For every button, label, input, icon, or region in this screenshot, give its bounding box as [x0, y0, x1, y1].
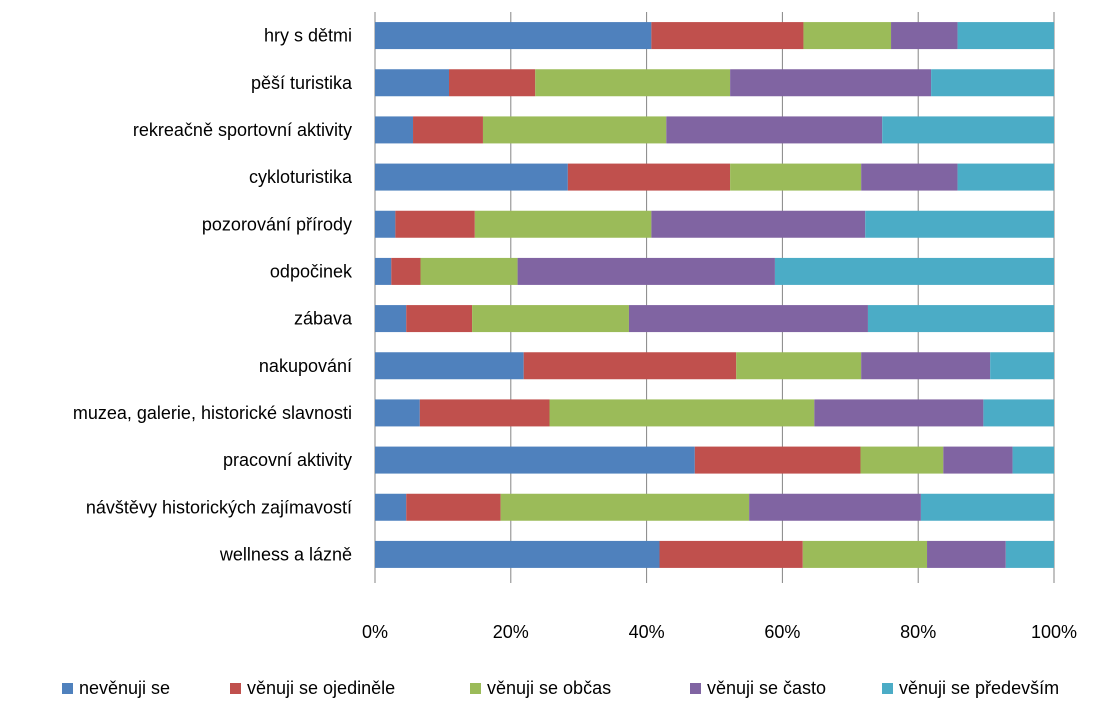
- bar-segment: [861, 163, 958, 191]
- bar-segment: [406, 493, 501, 521]
- bar-segment: [395, 210, 475, 238]
- bar-segment: [814, 399, 984, 427]
- bar-segment: [375, 22, 652, 50]
- bar-segment: [694, 446, 861, 474]
- bar-segment: [861, 352, 991, 380]
- legend-label: věnuji se občas: [487, 678, 611, 698]
- bar-segment: [482, 116, 667, 144]
- bar-segment: [927, 540, 1006, 568]
- bar-segment: [472, 305, 629, 333]
- bar-segment: [802, 540, 928, 568]
- x-tick-label: 80%: [900, 622, 936, 642]
- bar-segment: [375, 305, 407, 333]
- bar-segment: [774, 257, 1054, 285]
- bar-segment: [567, 163, 731, 191]
- bar-segment: [375, 540, 660, 568]
- x-tick-label: 100%: [1031, 622, 1077, 642]
- category-label: wellness a lázně: [219, 544, 352, 564]
- legend-label: nevěnuji se: [79, 678, 170, 698]
- category-label: nakupování: [259, 356, 352, 376]
- legend-swatch: [470, 683, 481, 694]
- bar-segment: [549, 399, 815, 427]
- category-label: zábava: [294, 309, 353, 329]
- x-axis-tick-labels: 0% 20% 40% 60% 80% 100%: [362, 622, 1077, 642]
- category-label: pozorování přírody: [202, 214, 352, 234]
- bar-segment: [420, 257, 518, 285]
- bar-segment: [523, 352, 737, 380]
- bar-segment: [406, 305, 473, 333]
- bar-segment: [803, 22, 892, 50]
- x-tick-label: 0%: [362, 622, 388, 642]
- legend-label: věnuji se ojediněle: [247, 678, 395, 698]
- x-tick-label: 20%: [493, 622, 529, 642]
- bar-segment: [375, 446, 695, 474]
- bar-segment: [736, 352, 862, 380]
- bar-segment: [474, 210, 652, 238]
- gridlines: [374, 12, 1055, 583]
- bar-segment: [1005, 540, 1054, 568]
- bar-segment: [867, 305, 1054, 333]
- bar-segment: [931, 69, 1054, 97]
- bar-segment: [651, 210, 866, 238]
- bar-segment: [957, 22, 1054, 50]
- legend-swatch: [230, 683, 241, 694]
- legend: nevěnuji se věnuji se ojediněle věnuji se …: [62, 678, 1059, 698]
- x-tick-label: 40%: [629, 622, 665, 642]
- bar-segment: [891, 22, 958, 50]
- legend-swatch: [62, 683, 73, 694]
- bar-segment: [375, 493, 407, 521]
- bar-segment: [651, 22, 804, 50]
- bar-segment: [659, 540, 803, 568]
- bar-segment: [419, 399, 550, 427]
- bar-segment: [957, 163, 1054, 191]
- bar-segment: [375, 163, 568, 191]
- bar-segment: [990, 352, 1054, 380]
- x-tick-label: 60%: [764, 622, 800, 642]
- category-label: muzea, galerie, historické slavnosti: [73, 403, 352, 423]
- category-label: rekreačně sportovní aktivity: [133, 120, 352, 140]
- legend-label: věnuji se často: [707, 678, 826, 698]
- legend-swatch: [882, 683, 893, 694]
- bar-segment: [943, 446, 1013, 474]
- bar-segment: [535, 69, 731, 97]
- bar-segment: [749, 493, 921, 521]
- category-label: návštěvy historických zajímavostí: [86, 497, 352, 517]
- bar-segment: [449, 69, 536, 97]
- legend-label: věnuji se především: [899, 678, 1059, 698]
- bar-segment: [375, 116, 414, 144]
- bar-segment: [375, 352, 524, 380]
- category-label: pracovní aktivity: [223, 450, 352, 470]
- category-label: hry s dětmi: [264, 26, 352, 46]
- bars: [375, 22, 1054, 568]
- bar-segment: [1012, 446, 1054, 474]
- bar-segment: [375, 210, 396, 238]
- bar-segment: [865, 210, 1054, 238]
- category-labels: hry s dětmi pěší turistika rekreačně sport…: [73, 26, 353, 565]
- bar-segment: [375, 399, 420, 427]
- bar-segment: [375, 257, 392, 285]
- category-label: pěší turistika: [251, 73, 353, 93]
- bar-segment: [730, 163, 862, 191]
- bar-segment: [882, 116, 1054, 144]
- bar-segment: [500, 493, 750, 521]
- bar-segment: [920, 493, 1054, 521]
- bar-segment: [666, 116, 883, 144]
- bar-segment: [391, 257, 421, 285]
- bar-segment: [730, 69, 932, 97]
- bar-segment: [628, 305, 868, 333]
- bar-segment: [983, 399, 1054, 427]
- bar-segment: [517, 257, 775, 285]
- bar-segment: [375, 69, 450, 97]
- bar-segment: [860, 446, 944, 474]
- bar-segment: [413, 116, 483, 144]
- category-label: odpočinek: [270, 261, 353, 281]
- category-label: cykloturistika: [249, 167, 353, 187]
- legend-swatch: [690, 683, 701, 694]
